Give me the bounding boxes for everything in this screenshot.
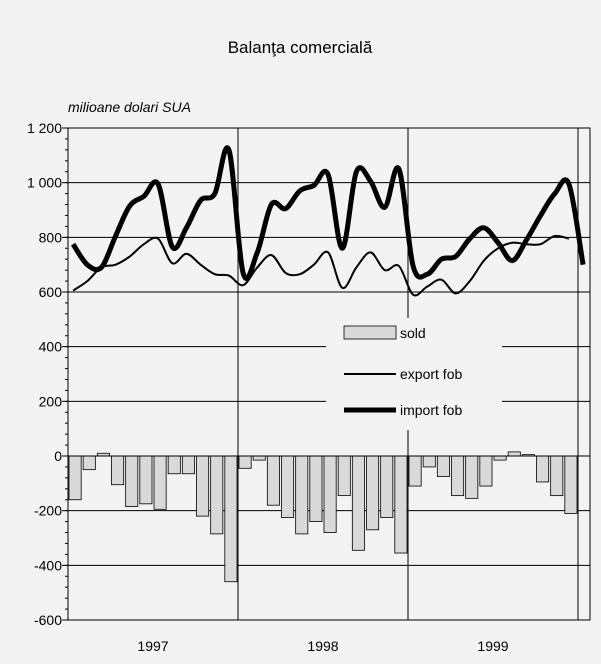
x-tick-label: 1998 (307, 638, 338, 654)
y-tick-label: 200 (39, 393, 63, 409)
sold-bar (125, 455, 139, 507)
sold-bar (380, 455, 394, 518)
sold-bar (82, 455, 96, 471)
x-tick-label: 1997 (137, 638, 168, 654)
sold-bar (507, 451, 521, 457)
sold-bar (139, 455, 153, 505)
y-tick-label: 1 200 (27, 120, 62, 136)
sold-bar (111, 455, 125, 486)
sold-bar (181, 455, 195, 475)
plot-frame (67, 127, 591, 621)
sold-bar (68, 455, 82, 501)
y-tick-label: -200 (34, 503, 62, 519)
y-tick-label: 1 000 (27, 175, 62, 191)
sold-bar (281, 455, 295, 518)
sold-bar (564, 455, 578, 514)
axes: 1 200 1 000 800 600 400 200 0 -200 -400 -600 1997 1… (27, 120, 591, 654)
sold-bar (309, 455, 323, 522)
sold-bar (167, 455, 181, 475)
sold-bar (224, 455, 238, 583)
sold-bar (479, 455, 493, 487)
y-tick-label: 800 (39, 229, 63, 245)
sold-bar (252, 455, 266, 461)
sold-bar (196, 455, 210, 517)
sold-bar (493, 455, 507, 461)
legend-label-sold: sold (400, 325, 426, 341)
sold-bar (422, 455, 436, 468)
legend-label-export: export fob (400, 366, 462, 382)
sold-bar (210, 455, 224, 535)
sold-bar (436, 455, 450, 477)
y-axis-label: milioane dolari SUA (68, 99, 191, 115)
sold-bar (323, 455, 337, 533)
sold-bar (465, 455, 479, 499)
import-fob-line (70, 145, 586, 281)
series-lines (70, 145, 586, 297)
legend-label-import: import fob (400, 402, 462, 418)
sold-bar (153, 455, 167, 510)
sold-bar (394, 455, 408, 554)
legend-swatch-sold (343, 325, 397, 340)
y-tick-label: 400 (39, 339, 63, 355)
sold-bar (408, 455, 422, 487)
sold-bar (550, 455, 564, 497)
sold-bar (238, 455, 252, 469)
sold-bar (451, 455, 465, 497)
sold-bar (366, 455, 380, 531)
export-fob-line (72, 234, 570, 297)
y-tick-label: 0 (54, 448, 62, 464)
chart-title: Balanţa comercială (228, 38, 373, 57)
x-tick-label: 1999 (477, 638, 508, 654)
y-tick-label: -600 (34, 612, 62, 628)
sold-bars (68, 451, 578, 583)
sold-bar (337, 455, 351, 497)
y-tick-label: 600 (39, 284, 63, 300)
y-tick-label: -400 (34, 557, 62, 573)
sold-bar (536, 455, 550, 483)
sold-bar (295, 455, 309, 535)
sold-bar (266, 455, 280, 506)
sold-bar (351, 455, 365, 551)
legend: sold export fob import fob (326, 318, 502, 430)
